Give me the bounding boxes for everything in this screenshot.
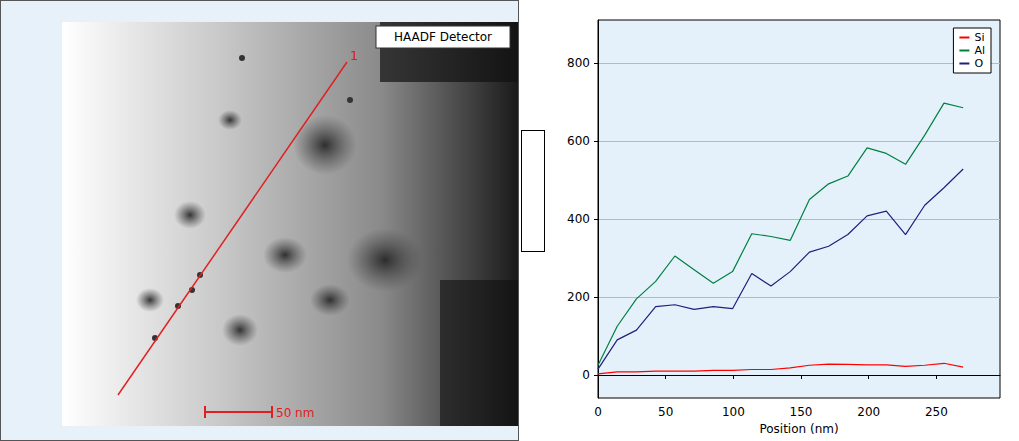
svg-text:Si: Si bbox=[974, 31, 984, 44]
svg-text:600: 600 bbox=[567, 134, 590, 148]
svg-text:800: 800 bbox=[567, 56, 590, 70]
svg-text:0: 0 bbox=[582, 368, 590, 382]
svg-text:50 nm: 50 nm bbox=[276, 406, 314, 420]
svg-text:100: 100 bbox=[722, 405, 745, 419]
svg-text:200: 200 bbox=[567, 290, 590, 304]
svg-text:HAADF Detector: HAADF Detector bbox=[394, 30, 492, 44]
svg-text:Position (nm): Position (nm) bbox=[759, 422, 838, 436]
svg-text:150: 150 bbox=[790, 405, 813, 419]
svg-text:200: 200 bbox=[857, 405, 880, 419]
svg-text:250: 250 bbox=[925, 405, 948, 419]
svg-text:1: 1 bbox=[350, 48, 358, 63]
svg-text:400: 400 bbox=[567, 212, 590, 226]
svg-text:50: 50 bbox=[658, 405, 673, 419]
svg-text:O: O bbox=[974, 57, 983, 70]
svg-text:0: 0 bbox=[594, 405, 602, 419]
svg-text:Al: Al bbox=[974, 44, 985, 57]
